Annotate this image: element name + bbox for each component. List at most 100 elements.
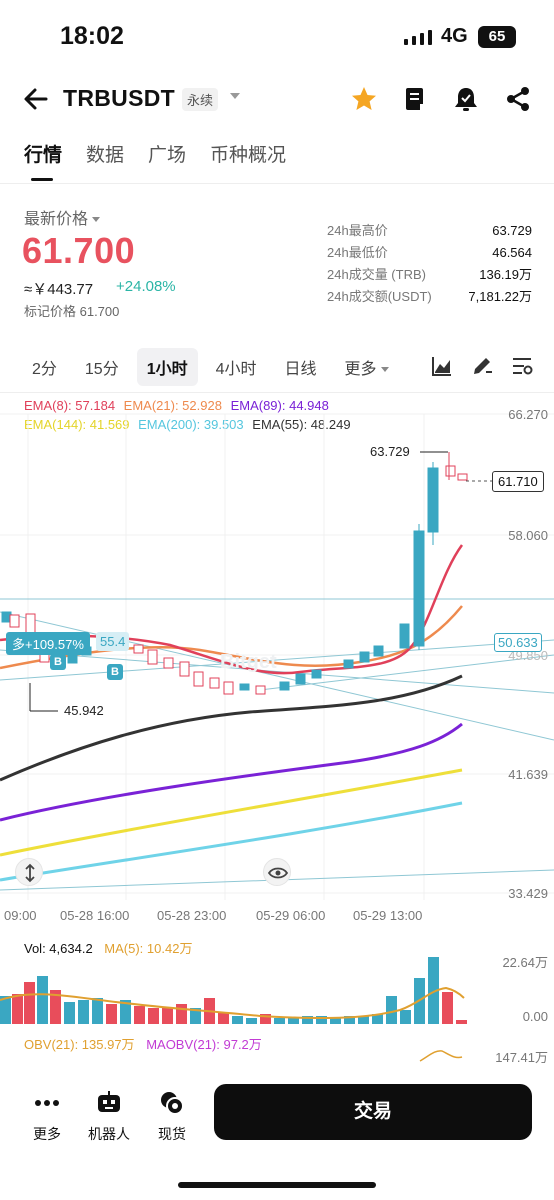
x-axis-label: 05-29 06:00 [256, 908, 326, 923]
battery-icon: 65 [478, 26, 516, 48]
y-axis-label: 41.639 [508, 767, 548, 782]
trade-button[interactable]: 交易 [214, 1084, 532, 1140]
last-price: 61.700 [22, 230, 136, 271]
y-axis-label: 66.270 [508, 407, 548, 422]
divider [0, 183, 554, 184]
vol-ma-label: MA(5): 10.42万 [104, 941, 193, 956]
chevron-down-icon [92, 217, 101, 223]
more-label: 更多 [33, 1126, 61, 1142]
ema-89-label: EMA(89): 44.948 [230, 398, 329, 413]
header: TRBUSDT 永续 [0, 75, 554, 123]
eye-icon[interactable] [263, 858, 291, 886]
back-arrow-icon[interactable] [22, 85, 50, 113]
stats-24h: 24h最高价 63.729 24h最低价 46.564 24h成交量 (TRB) 13… [327, 220, 532, 308]
more-dots-icon [30, 1088, 64, 1118]
star-icon[interactable] [349, 84, 379, 114]
y-axis-label: 33.429 [508, 886, 548, 901]
buy-marker: B [107, 664, 123, 680]
position-entry[interactable]: 55.4 [96, 632, 130, 651]
stat-key: 24h成交额(USDT) [327, 289, 432, 304]
symbol-title[interactable]: TRBUSDT [63, 85, 175, 111]
stat-row: 24h成交量 (TRB) 136.19万 [327, 264, 532, 286]
perpetual-badge: 永续 [182, 88, 219, 111]
draw-tool-icon[interactable] [470, 354, 494, 378]
stat-value: 63.729 [492, 223, 532, 238]
chevron-down-icon [380, 367, 389, 373]
maobv-label: MAOBV(21): 97.2万 [146, 1037, 262, 1052]
ema-200-label: EMA(200): 39.503 [138, 417, 244, 432]
interval-more[interactable]: 更多 [335, 348, 399, 386]
volume-chart [0, 957, 467, 1024]
tab-coin-overview[interactable]: 币种概况 [210, 145, 287, 166]
stat-value: 7,181.22万 [468, 289, 532, 304]
main-tabs: 行情 数据 广场 币种概况 [24, 140, 286, 181]
alert-bell-icon[interactable] [451, 84, 481, 114]
tab-data[interactable]: 数据 [86, 145, 125, 166]
obv-line [419, 1050, 463, 1062]
stat-value: 136.19万 [479, 267, 532, 282]
tab-square[interactable]: 广场 [148, 145, 187, 166]
resize-icon[interactable] [15, 858, 43, 886]
interval-more-label: 更多 [344, 361, 377, 378]
stat-key: 24h最高价 [327, 223, 388, 238]
ema-144-label: EMA(144): 41.569 [24, 417, 130, 432]
stat-row: 24h最高价 63.729 [327, 220, 532, 242]
approx-cny: ≈￥443.77 [24, 281, 94, 298]
robot-button[interactable]: 机器人 [86, 1088, 132, 1144]
watermark: Bitget [220, 651, 277, 673]
position-badge[interactable]: 多+109.57% [6, 632, 90, 655]
ema-8-label: EMA(8): 57.184 [24, 398, 116, 413]
y-axis-label: 58.060 [508, 528, 548, 543]
x-axis-label: 05-28 23:00 [157, 908, 227, 923]
obv-legend: OBV(21): 135.97万 MAOBV(21): 97.2万 [24, 1034, 262, 1053]
line-price-tag[interactable]: 50.633 [494, 633, 542, 652]
interval-2m[interactable]: 2分 [32, 361, 57, 378]
x-axis-label: 05-28 16:00 [60, 908, 130, 923]
stat-value: 46.564 [492, 245, 532, 260]
more-button[interactable]: 更多 [30, 1088, 64, 1144]
network-type: 4G [441, 25, 468, 47]
interval-4h[interactable]: 4小时 [215, 361, 257, 378]
robot-label: 机器人 [88, 1126, 130, 1142]
spot-coins-icon [156, 1088, 188, 1118]
spot-button[interactable]: 现货 [156, 1088, 188, 1144]
volume-legend: Vol: 4,634.2 MA(5): 10.42万 [24, 938, 192, 957]
stat-key: 24h成交量 (TRB) [327, 267, 426, 282]
current-price-tag: 61.710 [492, 471, 544, 492]
share-icon[interactable] [503, 84, 533, 114]
buy-marker: B [50, 654, 66, 670]
ema-21-label: EMA(21): 52.928 [123, 398, 222, 413]
book-icon[interactable] [400, 84, 430, 114]
candlestick-chart[interactable]: Bitget [0, 390, 554, 930]
home-indicator [178, 1182, 376, 1188]
spot-label: 现货 [158, 1126, 186, 1142]
interval-tabs: 2分 15分 1小时 4小时 日线 更多 [22, 348, 407, 386]
obv-label: OBV(21): 135.97万 [24, 1037, 135, 1052]
tab-market[interactable]: 行情 [24, 140, 62, 181]
volume-y-bottom: 0.00 [522, 1009, 548, 1024]
interval-15m[interactable]: 15分 [84, 361, 119, 378]
mark-price: 标记价格 61.700 [24, 304, 120, 319]
interval-1d[interactable]: 日线 [284, 361, 317, 378]
interval-1h[interactable]: 1小时 [136, 348, 198, 386]
stat-row: 24h最低价 46.564 [327, 242, 532, 264]
low-marker: 45.942 [64, 703, 104, 718]
indicator-settings-icon[interactable] [510, 354, 534, 378]
price-label-text: 最新价格 [24, 211, 89, 228]
signal-icon [404, 30, 432, 45]
obv-y-label: 147.41万 [495, 1050, 548, 1065]
chart-type-icon[interactable] [430, 354, 454, 378]
status-bar: 18:02 4G 65 [0, 0, 554, 70]
x-axis-label: 09:00 [4, 908, 37, 923]
vol-label: Vol: 4,634.2 [24, 941, 93, 956]
ema-legend[interactable]: EMA(8): 57.184 EMA(21): 52.928 EMA(89): … [24, 396, 444, 434]
bottom-bar: 更多 机器人 现货 交易 [0, 1072, 554, 1200]
high-marker: 63.729 [370, 444, 410, 459]
price-change: +24.08% [116, 278, 176, 295]
x-axis-label: 05-29 13:00 [353, 908, 423, 923]
ema-55-label: EMA(55): 48.249 [252, 417, 351, 432]
chevron-down-icon[interactable] [230, 93, 240, 99]
robot-icon [86, 1088, 132, 1118]
price-label[interactable]: 最新价格 [24, 205, 101, 229]
stat-key: 24h最低价 [327, 245, 388, 260]
